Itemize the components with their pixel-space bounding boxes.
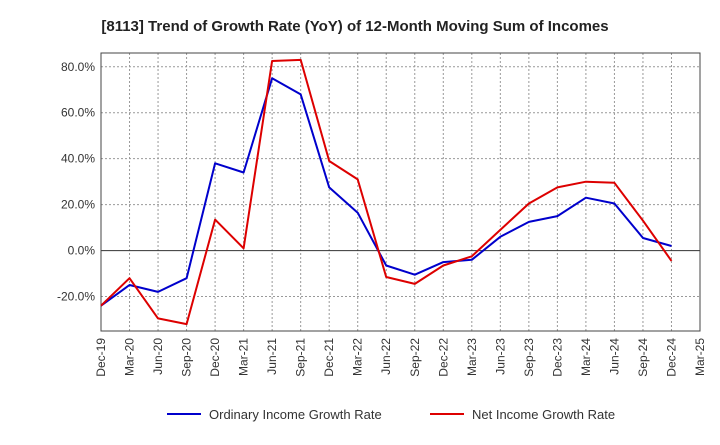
x-tick-label: Dec-21 <box>322 338 336 377</box>
y-tick-label: -20.0% <box>57 290 95 304</box>
x-tick-label: Mar-24 <box>579 338 593 376</box>
y-tick-label: 20.0% <box>61 198 95 212</box>
legend: Ordinary Income Growth Rate Net Income Gr… <box>167 407 615 422</box>
x-tick-label: Sep-21 <box>294 338 308 377</box>
plot-area-frame <box>100 52 701 332</box>
x-tick-label: Sep-20 <box>180 338 194 377</box>
x-tick-label: Dec-19 <box>94 338 108 377</box>
series-line-2 <box>100 58 673 326</box>
x-tick-label: Dec-23 <box>550 338 564 377</box>
x-tick-label: Mar-20 <box>123 338 137 376</box>
x-tick-label: Dec-20 <box>208 338 222 377</box>
series-line-1 <box>100 77 672 307</box>
x-tick-label: Mar-21 <box>237 338 251 376</box>
x-tick-label: Sep-23 <box>522 338 536 377</box>
x-tick-label: Jun-22 <box>379 338 393 375</box>
y-tick-label: 60.0% <box>61 106 95 120</box>
y-axis-tick-labels: 80.0% 60.0% 40.0% 20.0% 0.0% -20.0% <box>57 60 95 304</box>
y-tick-label: 80.0% <box>61 60 95 74</box>
x-axis-tick-labels: Dec-19 Mar-20 Jun-20 Sep-20 Dec-20 Mar-21 Jun-… <box>94 338 707 377</box>
x-tick-label: Jun-23 <box>493 338 507 375</box>
x-tick-label: Sep-24 <box>636 338 650 377</box>
legend-label-2: Net Income Growth Rate <box>472 407 615 422</box>
series-lines <box>100 58 673 326</box>
grid-lines <box>100 53 701 331</box>
x-tick-label: Sep-22 <box>408 338 422 377</box>
x-tick-label: Jun-20 <box>151 338 165 375</box>
x-tick-label: Mar-25 <box>693 338 707 376</box>
y-tick-label: 40.0% <box>61 152 95 166</box>
y-tick-label: 0.0% <box>68 244 96 258</box>
x-tick-label: Mar-23 <box>465 338 479 376</box>
x-tick-label: Jun-24 <box>607 338 621 375</box>
legend-label-1: Ordinary Income Growth Rate <box>209 407 382 422</box>
axes <box>100 52 701 332</box>
x-tick-label: Mar-22 <box>351 338 365 376</box>
chart-title: [8113] Trend of Growth Rate (YoY) of 12-… <box>101 18 608 35</box>
x-tick-label: Dec-24 <box>664 338 678 377</box>
x-tick-label: Jun-21 <box>265 338 279 375</box>
x-tick-label: Dec-22 <box>436 338 450 377</box>
